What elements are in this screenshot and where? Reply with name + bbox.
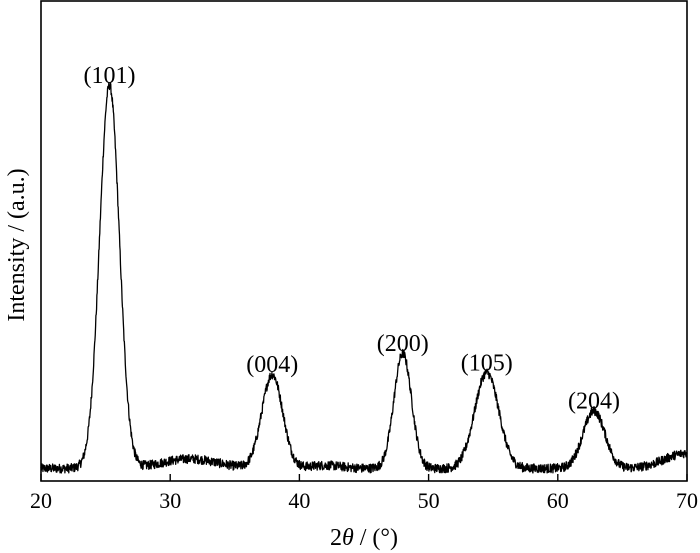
peak-label: (101) [83, 63, 135, 89]
x-tick-label: 40 [288, 488, 310, 513]
peak-labels: (101) (004) (200) (105) (204) [83, 63, 619, 415]
x-tick-label: 20 [30, 488, 52, 513]
peak-label: (004) [246, 352, 298, 378]
x-tick-label: 50 [418, 488, 440, 513]
x-tick-label: 30 [159, 488, 181, 513]
y-axis-label: Intensity / (a.u.) [4, 168, 30, 321]
peak-label: (204) [568, 389, 620, 415]
x-tick-label: 70 [676, 488, 698, 513]
xrd-pattern-line [40, 81, 688, 474]
peak-label: (105) [461, 350, 513, 376]
peak-label: (200) [377, 331, 429, 357]
x-axis-label: 2θ / (°) [330, 525, 398, 551]
plot-frame [40, 0, 688, 482]
x-tick-label: 60 [547, 488, 569, 513]
x-axis-ticks: 20 30 40 50 60 70 [30, 474, 698, 513]
